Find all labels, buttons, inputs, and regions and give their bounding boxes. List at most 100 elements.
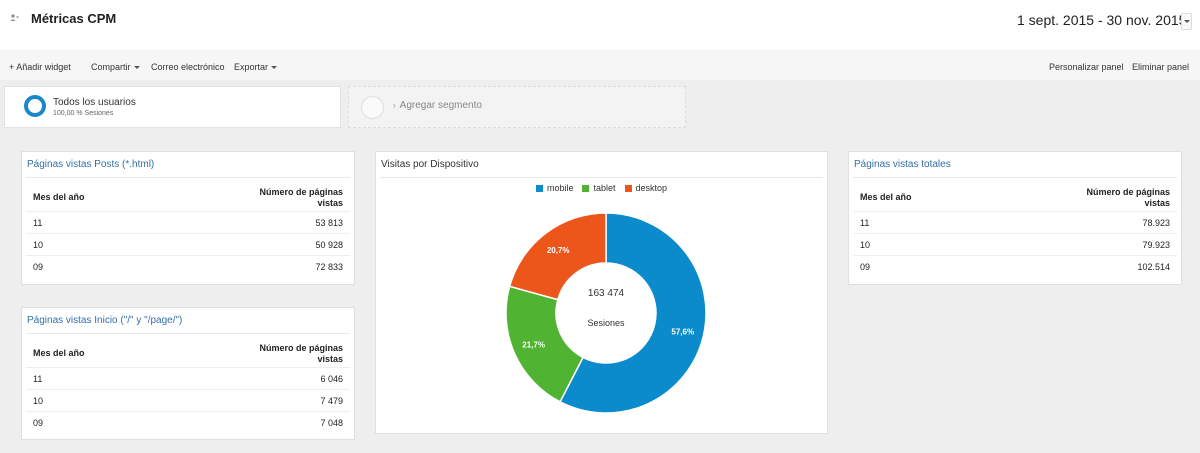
widget-visits-by-device: Visitas por Dispositivo mobile tablet de… [375,151,828,434]
share-label: Compartir [91,62,131,72]
add-widget-button[interactable]: + Añadir widget [9,62,71,72]
value-cell: 6 046 [320,374,343,384]
legend-item-tablet[interactable]: tablet [582,183,616,193]
column-header-line-1: Número de páginas [1086,187,1170,197]
donut-slice-label-tablet: 21,7% [522,341,545,350]
donut-slice-desktop[interactable] [508,212,607,301]
value-cell: 72 833 [315,262,343,272]
value-cell: 78.923 [1142,218,1170,228]
widget-title[interactable]: Páginas vistas Posts (*.html) [27,159,155,170]
widget-posts-pageviews: Páginas vistas Posts (*.html) Mes del añ… [21,151,355,285]
value-cell: 7 048 [320,418,343,428]
value-cell: 53 813 [315,218,343,228]
column-header-line-2: vistas [1144,198,1170,208]
column-header-line-1: Número de páginas [259,187,343,197]
page-title: Métricas CPM [31,11,117,26]
month-cell: 10 [33,396,44,406]
value-cell: 50 928 [315,240,343,250]
donut-center-value: 163 474 [587,288,625,299]
widget-total-pageviews: Páginas vistas totales Mes del año Númer… [848,151,1182,285]
month-cell: 11 [33,218,43,228]
table-row: 11 78.923 [853,211,1177,233]
widget-title[interactable]: Visitas por Dispositivo [381,159,479,170]
table-row: 11 53 813 [26,211,350,233]
segment-title: Todos los usuarios [53,97,136,108]
customize-panel-button[interactable]: Personalizar panel [1049,62,1124,72]
export-button[interactable]: Exportar [234,62,278,72]
column-header-month: Mes del año [860,192,912,202]
user-icon [10,14,19,21]
divider [26,177,350,178]
month-cell: 10 [33,240,44,250]
month-cell: 10 [860,240,871,250]
table-row: 10 79.923 [853,233,1177,255]
empty-segment-icon [361,96,384,119]
chevron-down-icon [1183,20,1190,23]
column-header-pageviews: Número de páginas vistas [259,187,343,209]
legend-item-mobile[interactable]: mobile [535,183,574,193]
segment-all-users[interactable]: Todos los usuarios 100,00 % Sesiones [4,86,341,128]
widget-title[interactable]: Páginas vistas totales [854,159,951,170]
table-row: 09 72 833 [26,255,350,277]
delete-panel-button[interactable]: Eliminar panel [1132,62,1189,72]
chevron-right-icon: › [393,101,396,110]
column-header-month: Mes del año [33,348,85,358]
legend-label: tablet [593,183,616,193]
column-header-line-1: Número de páginas [259,343,343,353]
legend-swatch [535,184,543,192]
table-row: 10 7 479 [26,389,350,411]
divider [853,177,1177,178]
month-cell: 11 [33,374,43,384]
donut-chart: 57,6% 21,7% 20,7% [505,212,707,414]
add-segment-button[interactable]: › Agregar segmento [348,86,686,128]
export-label: Exportar [234,62,269,72]
chevron-down-icon [133,65,140,69]
legend-swatch [582,184,590,192]
donut-slice-mobile[interactable] [559,212,707,414]
value-cell: 7 479 [320,396,343,406]
header-bar: Métricas CPM 1 sept. 2015 - 30 nov. 2015 [0,0,1200,50]
column-header-pageviews: Número de páginas vistas [1086,187,1170,209]
divider [26,333,350,334]
month-cell: 11 [860,218,870,228]
column-header-line-2: vistas [317,354,343,364]
dashboard-toolbar: + Añadir widget Compartir Correo electró… [0,50,1200,80]
column-header-line-2: vistas [317,198,343,208]
table-row: 09 7 048 [26,411,350,433]
divider [380,177,823,178]
donut-slice-tablet[interactable] [505,285,585,403]
chart-legend: mobile tablet desktop [376,183,827,193]
month-cell: 09 [860,262,871,272]
date-range-picker[interactable]: 1 sept. 2015 - 30 nov. 2015 [1017,12,1187,28]
table-row: 10 50 928 [26,233,350,255]
legend-label: desktop [635,183,668,193]
value-cell: 79.923 [1142,240,1170,250]
email-button[interactable]: Correo electrónico [151,62,225,72]
month-cell: 09 [33,262,44,272]
customize-label: Personalizar panel [1049,62,1124,72]
month-cell: 09 [33,418,44,428]
segment-subtitle: 100,00 % Sesiones [53,110,114,117]
widget-home-pageviews: Páginas vistas Inicio ("/" y "/page/") M… [21,307,355,440]
legend-label: mobile [546,183,574,193]
value-cell: 102.514 [1137,262,1170,272]
column-header-pageviews: Número de páginas vistas [259,343,343,365]
add-segment-label: Agregar segmento [399,100,482,111]
legend-swatch [624,184,632,192]
table-row: 11 6 046 [26,367,350,389]
column-header-month: Mes del año [33,192,85,202]
share-button[interactable]: Compartir [91,62,140,72]
donut-slice-label-desktop: 20,7% [547,246,570,255]
add-widget-label: + Añadir widget [9,62,71,72]
segment-ring-icon [24,95,46,117]
chevron-down-icon [271,65,278,69]
donut-center-label: Sesiones [587,318,625,328]
add-segment-label-group: › Agregar segmento [393,100,482,111]
legend-item-desktop[interactable]: desktop [624,183,668,193]
email-label: Correo electrónico [151,62,225,72]
date-range-dropdown-button[interactable] [1181,13,1192,30]
table-row: 09 102.514 [853,255,1177,277]
widget-title[interactable]: Páginas vistas Inicio ("/" y "/page/") [27,315,183,326]
donut-slice-label-mobile: 57,6% [671,328,694,337]
delete-label: Eliminar panel [1132,62,1190,72]
